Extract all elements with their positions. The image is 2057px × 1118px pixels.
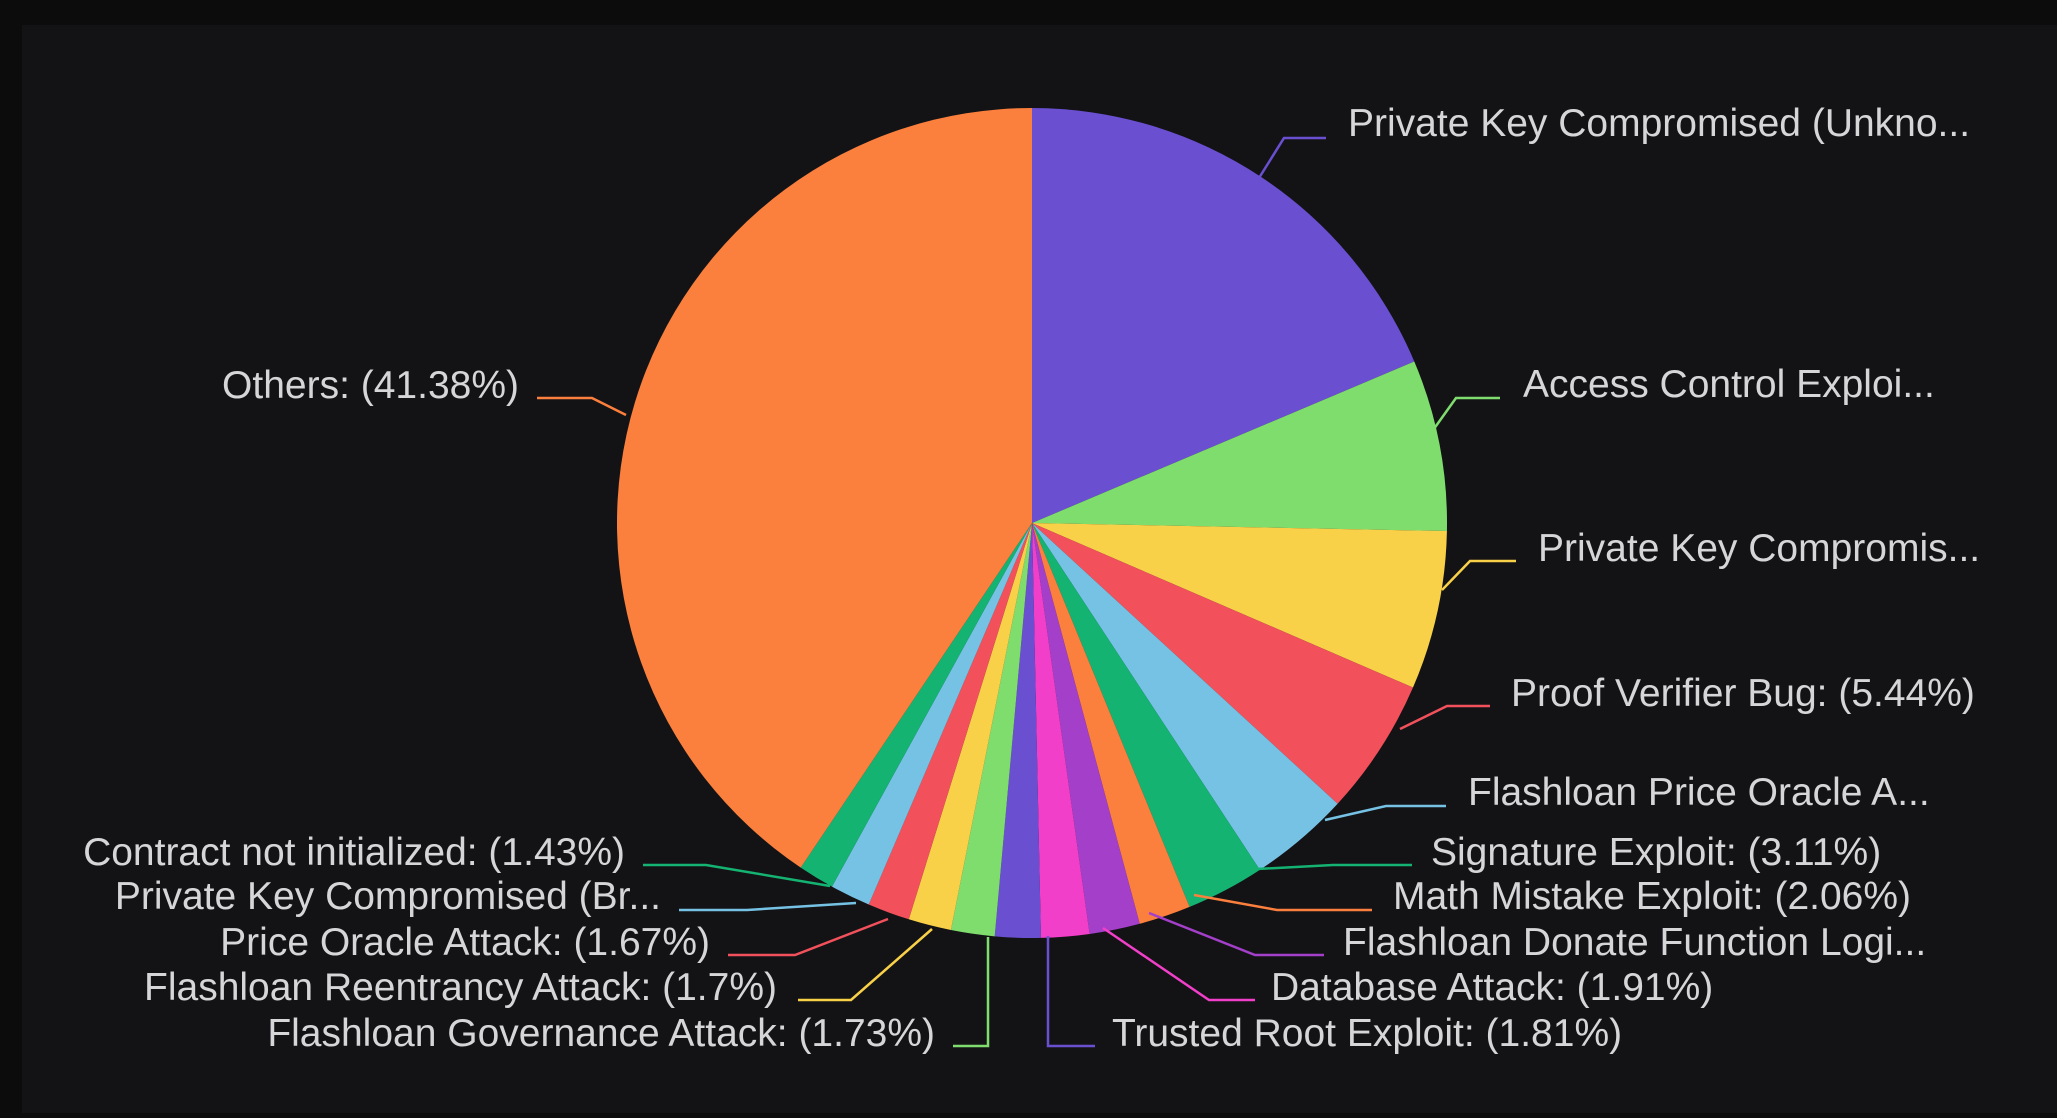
pie-slice-price-oracle-attack[interactable] [868,523,1032,920]
slice-label-private-key-compromised-unkno: Private Key Compromised (Unkno... [1348,102,1970,145]
leader-line-flashloan-donate-function-logi [1148,911,1324,957]
pie-slice-access-control-exploi[interactable] [1032,361,1447,532]
pie-slice-signature-exploit[interactable] [1032,523,1260,907]
slice-label-proof-verifier-bug: Proof Verifier Bug: (5.44%) [1511,672,1975,715]
slice-label-private-key-compromised-br: Private Key Compromised (Br... [115,875,661,918]
leader-line-database-attack [1102,926,1255,1002]
leader-line-private-key-compromised-unkno [1257,136,1326,179]
slice-label-private-key-compromis: Private Key Compromis... [1538,527,1980,570]
leader-line-flashloan-governance-attack [953,937,990,1048]
leader-line-others [537,396,627,417]
leader-line-access-control-exploi [1429,396,1500,434]
slice-label-access-control-exploi: Access Control Exploi... [1523,363,1935,406]
leader-line-price-oracle-attack [728,917,889,957]
leader-line-flashloan-price-oracle-a [1324,804,1446,822]
leader-line-trusted-root-exploit [1046,936,1095,1048]
slice-label-flashloan-price-oracle-a: Flashloan Price Oracle A... [1468,771,1930,814]
leader-line-math-mistake-exploit [1193,893,1372,912]
leader-line-flashloan-reentrancy-attack [798,928,933,1002]
pie-slice-others[interactable] [616,108,1032,868]
slice-label-flashloan-reentrancy-attack: Flashloan Reentrancy Attack: (1.7%) [144,966,777,1009]
leader-line-proof-verifier-bug [1399,704,1490,731]
pie-slice-proof-verifier-bug[interactable] [1032,523,1413,804]
leader-line-private-key-compromised-br [679,901,857,912]
pie-slice-private-key-compromised-br[interactable] [831,523,1032,905]
pie-slice-private-key-compromised-unkno[interactable] [1032,108,1415,523]
pie-slice-flashloan-reentrancy-attack[interactable] [908,523,1032,930]
pie-slice-math-mistake-exploit[interactable] [1032,523,1190,924]
pie-slice-trusted-root-exploit[interactable] [994,523,1041,938]
pie-slice-database-attack[interactable] [1032,523,1090,938]
pie-slice-private-key-compromis[interactable] [1032,523,1447,688]
pie-slices [616,108,1447,938]
slice-label-flashloan-donate-function-logi: Flashloan Donate Function Logi... [1343,921,1926,964]
leader-line-signature-exploit [1256,863,1412,871]
leader-line-private-key-compromis [1441,559,1516,591]
pie-chart: Private Key Compromised (Unkno... Access … [83,102,1980,1055]
slice-labels: Private Key Compromised (Unkno... Access … [83,102,1980,1055]
slice-label-price-oracle-attack: Price Oracle Attack: (1.67%) [220,921,710,964]
label-leader-lines [537,136,1516,1048]
slice-label-signature-exploit: Signature Exploit: (3.11%) [1431,831,1881,874]
pie-slice-flashloan-donate-function-logi[interactable] [1032,523,1140,934]
slice-label-math-mistake-exploit: Math Mistake Exploit: (2.06%) [1393,875,1911,918]
pie-slice-flashloan-governance-attack[interactable] [950,523,1032,937]
slice-label-database-attack: Database Attack: (1.91%) [1271,966,1713,1009]
slice-label-flashloan-governance-attack: Flashloan Governance Attack: (1.73%) [267,1012,935,1055]
slice-label-others: Others: (41.38%) [222,364,519,407]
pie-slice-flashloan-price-oracle-a[interactable] [1032,523,1338,870]
leader-line-contract-not-initialized [643,863,831,888]
chart-panel: Private Key Compromised (Unkno... Access … [22,25,2057,1113]
pie-slice-contract-not-initialized[interactable] [800,523,1032,887]
slice-label-contract-not-initialized: Contract not initialized: (1.43%) [83,831,625,874]
slice-label-trusted-root-exploit: Trusted Root Exploit: (1.81%) [1112,1012,1622,1055]
